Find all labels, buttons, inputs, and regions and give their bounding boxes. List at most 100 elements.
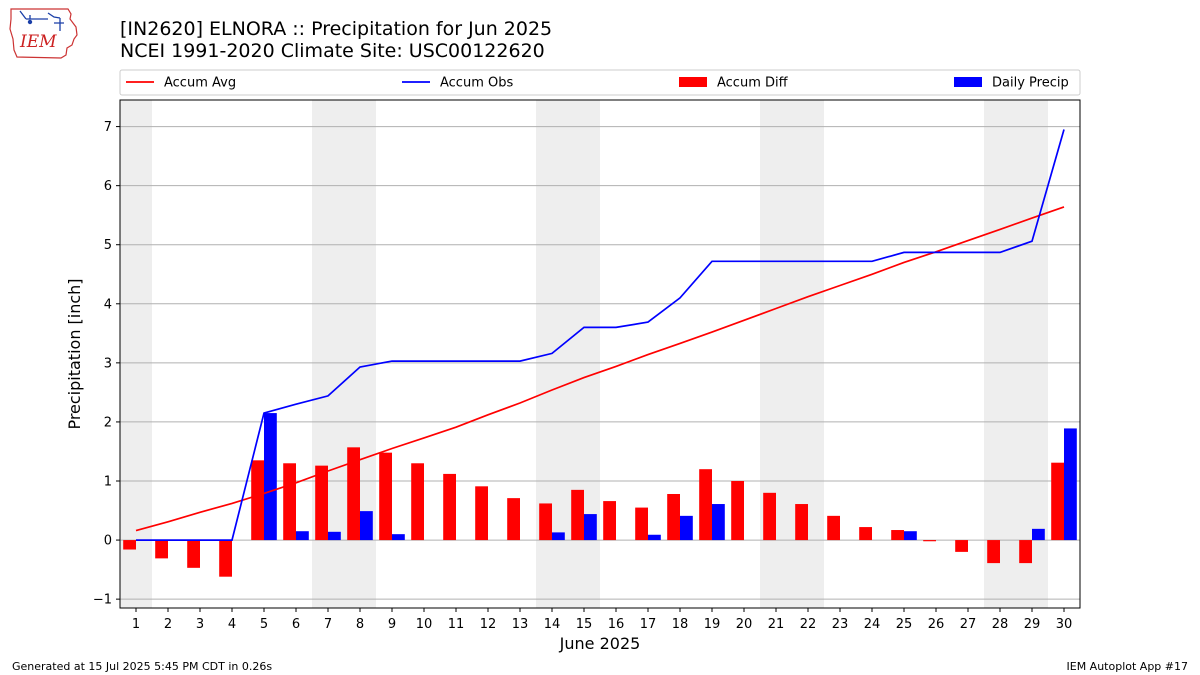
diff-bar-day-20 xyxy=(731,481,744,541)
diff-bar-day-21 xyxy=(763,492,776,541)
x-tick-label-9: 9 xyxy=(388,617,396,632)
x-tick-label-21: 21 xyxy=(768,617,785,632)
x-tick-label-27: 27 xyxy=(960,617,977,632)
x-tick-label-29: 29 xyxy=(1024,617,1041,632)
daily-bar-day-19 xyxy=(712,504,725,541)
accum-obs-line xyxy=(136,129,1065,541)
x-tick-label-1: 1 xyxy=(132,617,140,632)
diff-bar-day-28 xyxy=(987,540,1000,564)
x-tick-label-16: 16 xyxy=(608,617,625,632)
y-tick-label-5: 5 xyxy=(104,238,112,253)
diff-bar-day-24 xyxy=(859,527,872,541)
chart-title: [IN2620] ELNORA :: Precipitation for Jun… xyxy=(120,18,553,40)
weekend-shade-29 xyxy=(1016,100,1048,608)
y-tick-label-2: 2 xyxy=(104,415,112,430)
legend-box xyxy=(119,69,1081,96)
bars xyxy=(123,413,1077,577)
diff-bar-day-16 xyxy=(603,501,616,541)
x-tick-label-15: 15 xyxy=(576,617,593,632)
weather-station-icon xyxy=(19,10,64,31)
x-tick-label-13: 13 xyxy=(512,617,529,632)
x-tick-label-10: 10 xyxy=(416,617,433,632)
daily-bar-day-9 xyxy=(392,534,405,541)
legend-label-accum-obs: Accum Obs xyxy=(440,76,513,91)
daily-bar-day-25 xyxy=(904,531,917,541)
diff-bar-day-1 xyxy=(123,540,136,550)
app-credit: IEM Autoplot App #17 xyxy=(1066,660,1189,673)
daily-bar-day-15 xyxy=(584,514,597,541)
x-tick-label-4: 4 xyxy=(228,617,236,632)
gridlines xyxy=(120,126,1080,600)
diff-bar-day-26 xyxy=(923,540,936,542)
diff-bar-day-13 xyxy=(507,498,520,541)
chart-subtitle: NCEI 1991-2020 Climate Site: USC00122620 xyxy=(120,40,545,62)
daily-bar-day-5 xyxy=(264,413,277,541)
x-tick-label-17: 17 xyxy=(640,617,657,632)
x-tick-label-11: 11 xyxy=(448,617,465,632)
legend-label-accum-avg: Accum Avg xyxy=(164,76,236,91)
x-tick-label-22: 22 xyxy=(800,617,817,632)
legend-swatch-accum-diff xyxy=(679,77,707,87)
x-tick-label-19: 19 xyxy=(704,617,721,632)
weekend-shade-28 xyxy=(984,100,1016,608)
diff-bar-day-29 xyxy=(1019,540,1032,564)
x-tick-label-30: 30 xyxy=(1056,617,1073,632)
daily-bar-day-14 xyxy=(552,532,565,541)
y-axis-label: Precipitation [inch] xyxy=(65,278,84,429)
diff-bar-day-19 xyxy=(699,469,712,541)
daily-bar-day-30 xyxy=(1064,428,1077,541)
diff-bar-day-25 xyxy=(891,530,904,541)
daily-bar-day-6 xyxy=(296,531,309,541)
y-tick-label-4: 4 xyxy=(104,297,112,312)
x-tick-label-23: 23 xyxy=(832,617,849,632)
diff-bar-day-18 xyxy=(667,493,680,541)
x-tick-label-28: 28 xyxy=(992,617,1009,632)
daily-bar-day-7 xyxy=(328,531,341,541)
diff-bar-day-15 xyxy=(571,489,584,541)
x-tick-label-26: 26 xyxy=(928,617,945,632)
diff-bar-day-30 xyxy=(1051,462,1064,541)
daily-bar-day-8 xyxy=(360,511,373,541)
y-tick-label-7: 7 xyxy=(104,120,112,135)
gauge-icon xyxy=(27,19,33,25)
diff-bar-day-14 xyxy=(539,503,552,541)
x-tick-label-2: 2 xyxy=(164,617,172,632)
diff-bar-day-4 xyxy=(219,540,232,577)
diff-bar-day-3 xyxy=(187,540,200,568)
y-tick-label-1: 1 xyxy=(104,475,112,490)
diff-bar-day-27 xyxy=(955,540,968,552)
x-tick-label-18: 18 xyxy=(672,617,689,632)
daily-bar-day-18 xyxy=(680,515,693,541)
diff-bar-day-9 xyxy=(379,452,392,541)
diff-bar-day-6 xyxy=(283,463,296,541)
y-tick-label-6: 6 xyxy=(104,179,112,194)
diff-bar-day-10 xyxy=(411,463,424,541)
x-tick-label-3: 3 xyxy=(196,617,204,632)
accum-avg-line xyxy=(135,206,1065,532)
weekend-shading xyxy=(120,100,1048,608)
y-tick-label-0: 0 xyxy=(104,534,112,549)
x-tick-label-7: 7 xyxy=(324,617,332,632)
x-tick-label-24: 24 xyxy=(864,617,881,632)
x-tick-label-8: 8 xyxy=(356,617,364,632)
x-tick-label-6: 6 xyxy=(292,617,300,632)
diff-bar-day-22 xyxy=(795,504,808,541)
x-tick-label-14: 14 xyxy=(544,617,561,632)
diff-bar-day-2 xyxy=(155,540,168,559)
diff-bar-day-8 xyxy=(347,447,360,541)
logo-text: IEM xyxy=(19,32,57,52)
daily-bar-day-17 xyxy=(648,534,661,541)
legend-label-accum-diff: Accum Diff xyxy=(717,76,789,91)
lines xyxy=(135,129,1065,541)
x-axis-label: June 2025 xyxy=(559,634,641,653)
diff-bar-day-17 xyxy=(635,507,648,541)
diff-bar-day-23 xyxy=(827,515,840,541)
x-tick-label-5: 5 xyxy=(260,617,268,632)
x-tick-label-20: 20 xyxy=(736,617,753,632)
y-tick-label--1: −1 xyxy=(93,593,112,608)
legend-swatch-daily-precip xyxy=(954,77,982,87)
diff-bar-day-12 xyxy=(475,486,488,541)
diff-bar-day-11 xyxy=(443,473,456,541)
